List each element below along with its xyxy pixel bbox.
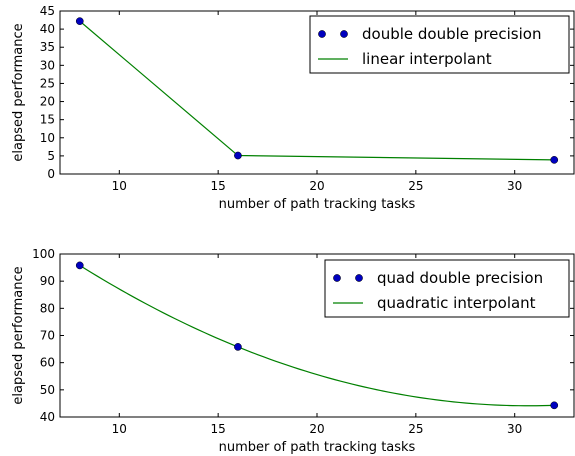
legend: double double precision linear interpolan… <box>309 15 570 74</box>
x-tick-label: 15 <box>211 179 226 193</box>
legend-label: double double precision <box>362 25 541 43</box>
y-tick-label: 40 <box>40 22 55 36</box>
x-tick-label: 30 <box>507 422 522 436</box>
legend: quad double precision quadratic interpola… <box>324 259 570 318</box>
chart-1: 10 15 20 25 30 0 5 10 15 20 25 30 35 40 45 number of pa… <box>11 4 575 212</box>
y-tick-label: 90 <box>40 274 55 288</box>
y-tick-label: 100 <box>32 247 55 261</box>
x-tick-label: 10 <box>112 422 127 436</box>
y-tick-label: 20 <box>40 95 55 109</box>
y-tick-label: 45 <box>40 4 55 18</box>
y-tick-label: 10 <box>40 131 55 145</box>
data-point <box>234 343 242 351</box>
y-tick-label: 35 <box>40 40 55 54</box>
legend-label: quad double precision <box>377 269 543 287</box>
x-tick-label: 30 <box>507 179 522 193</box>
legend-box <box>324 259 570 318</box>
legend-marker <box>333 274 341 282</box>
data-point <box>234 151 242 160</box>
series-line <box>79 264 555 407</box>
y-tick-label: 25 <box>40 76 55 90</box>
x-tick-label: 25 <box>408 422 423 436</box>
y-axis-label: elapsed performance <box>11 23 26 161</box>
y-tick-label: 40 <box>40 410 55 424</box>
y-tick-label: 5 <box>47 149 55 163</box>
legend-marker <box>340 30 348 38</box>
y-axis-label: elapsed performance <box>11 266 26 404</box>
x-axis-label: number of path tracking tasks <box>219 197 416 212</box>
x-tick-label: 10 <box>112 179 127 193</box>
y-tick-label: 80 <box>40 301 55 315</box>
legend-label: quadratic interpolant <box>377 294 536 312</box>
legend-marker <box>318 30 326 38</box>
y-tick-label: 50 <box>40 383 55 397</box>
x-tick-label: 20 <box>309 179 324 193</box>
x-tick-label: 25 <box>408 179 423 193</box>
data-point <box>550 156 559 164</box>
data-point <box>75 261 84 270</box>
y-tick-label: 0 <box>47 167 55 181</box>
x-tick-label: 20 <box>309 422 324 436</box>
x-tick-label: 15 <box>211 422 226 436</box>
data-point <box>75 17 84 25</box>
x-axis-label: number of path tracking tasks <box>219 440 416 455</box>
y-tick-label: 70 <box>40 329 55 343</box>
legend-box <box>309 15 570 74</box>
y-tick-label: 15 <box>40 113 55 127</box>
legend-label: linear interpolant <box>362 50 492 68</box>
data-point <box>550 401 559 410</box>
y-tick-label: 60 <box>40 356 55 370</box>
y-tick-label: 30 <box>40 58 55 72</box>
legend-marker <box>355 274 363 282</box>
chart-2: 10 15 20 25 30 40 50 60 70 80 90 100 number of path … <box>11 247 575 455</box>
